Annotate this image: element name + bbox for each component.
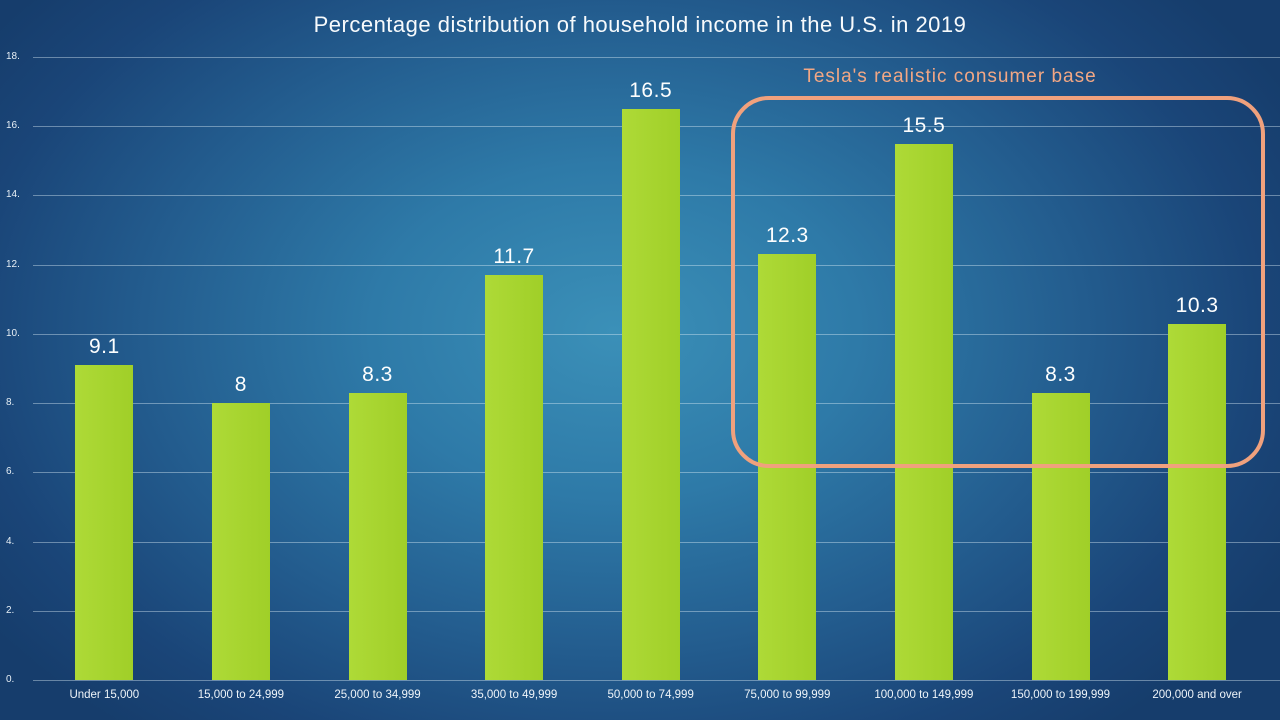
bar-value-label: 9.1 [88,335,120,359]
annotation-label: Tesla's realistic consumer base [803,66,1097,87]
y-axis-tick-label: 0. [6,674,15,685]
bar [621,108,680,680]
bar-value-label: 16.5 [629,78,673,102]
bar-value-label: 15.5 [902,113,946,137]
gridline [33,57,1280,58]
bar-value-label: 8.3 [362,362,393,386]
x-axis-tick-label: 75,000 to 99,999 [744,689,831,701]
bar-value-label: 10.3 [1175,293,1219,317]
gridline [33,680,1280,681]
x-axis-tick-label: 25,000 to 34,999 [334,689,421,701]
bar-value-label: 12.3 [765,224,809,248]
x-axis-tick-label: Under 15,000 [69,689,140,701]
y-axis-tick-label: 12. [6,258,20,270]
x-axis-tick-label: 35,000 to 49,999 [470,689,558,701]
x-axis-tick-label: 200,000 and over [1152,689,1242,701]
y-axis-tick-label: 4. [6,535,15,547]
x-axis-tick-label: 150,000 to 199,999 [1010,689,1111,701]
x-axis-tick-label: 15,000 to 24,999 [197,689,285,701]
bar-value-label: 11.7 [493,245,535,269]
annotation-box [731,96,1265,468]
y-axis-tick-label: 18. [6,51,20,62]
y-axis-tick-label: 8. [6,397,15,409]
x-axis-tick-label: 100,000 to 149,999 [874,689,974,701]
y-axis-tick-label: 2. [6,604,15,616]
y-axis-tick-label: 6. [6,466,15,478]
bar-value-label: 8.3 [1045,362,1076,386]
bar-value-label: 8 [234,373,247,397]
bar [75,365,134,680]
bar [348,392,407,680]
bar [1031,392,1090,680]
y-axis-tick-label: 14. [6,189,20,201]
bar [894,143,953,680]
bar [485,275,544,680]
bar [211,403,270,680]
bar [1168,323,1227,680]
y-axis-tick-label: 10. [6,327,20,339]
x-axis-tick-label: 50,000 to 74,999 [607,689,694,701]
y-axis-tick-label: 16. [6,120,20,132]
chart-title: Percentage distribution of household inc… [313,12,967,37]
